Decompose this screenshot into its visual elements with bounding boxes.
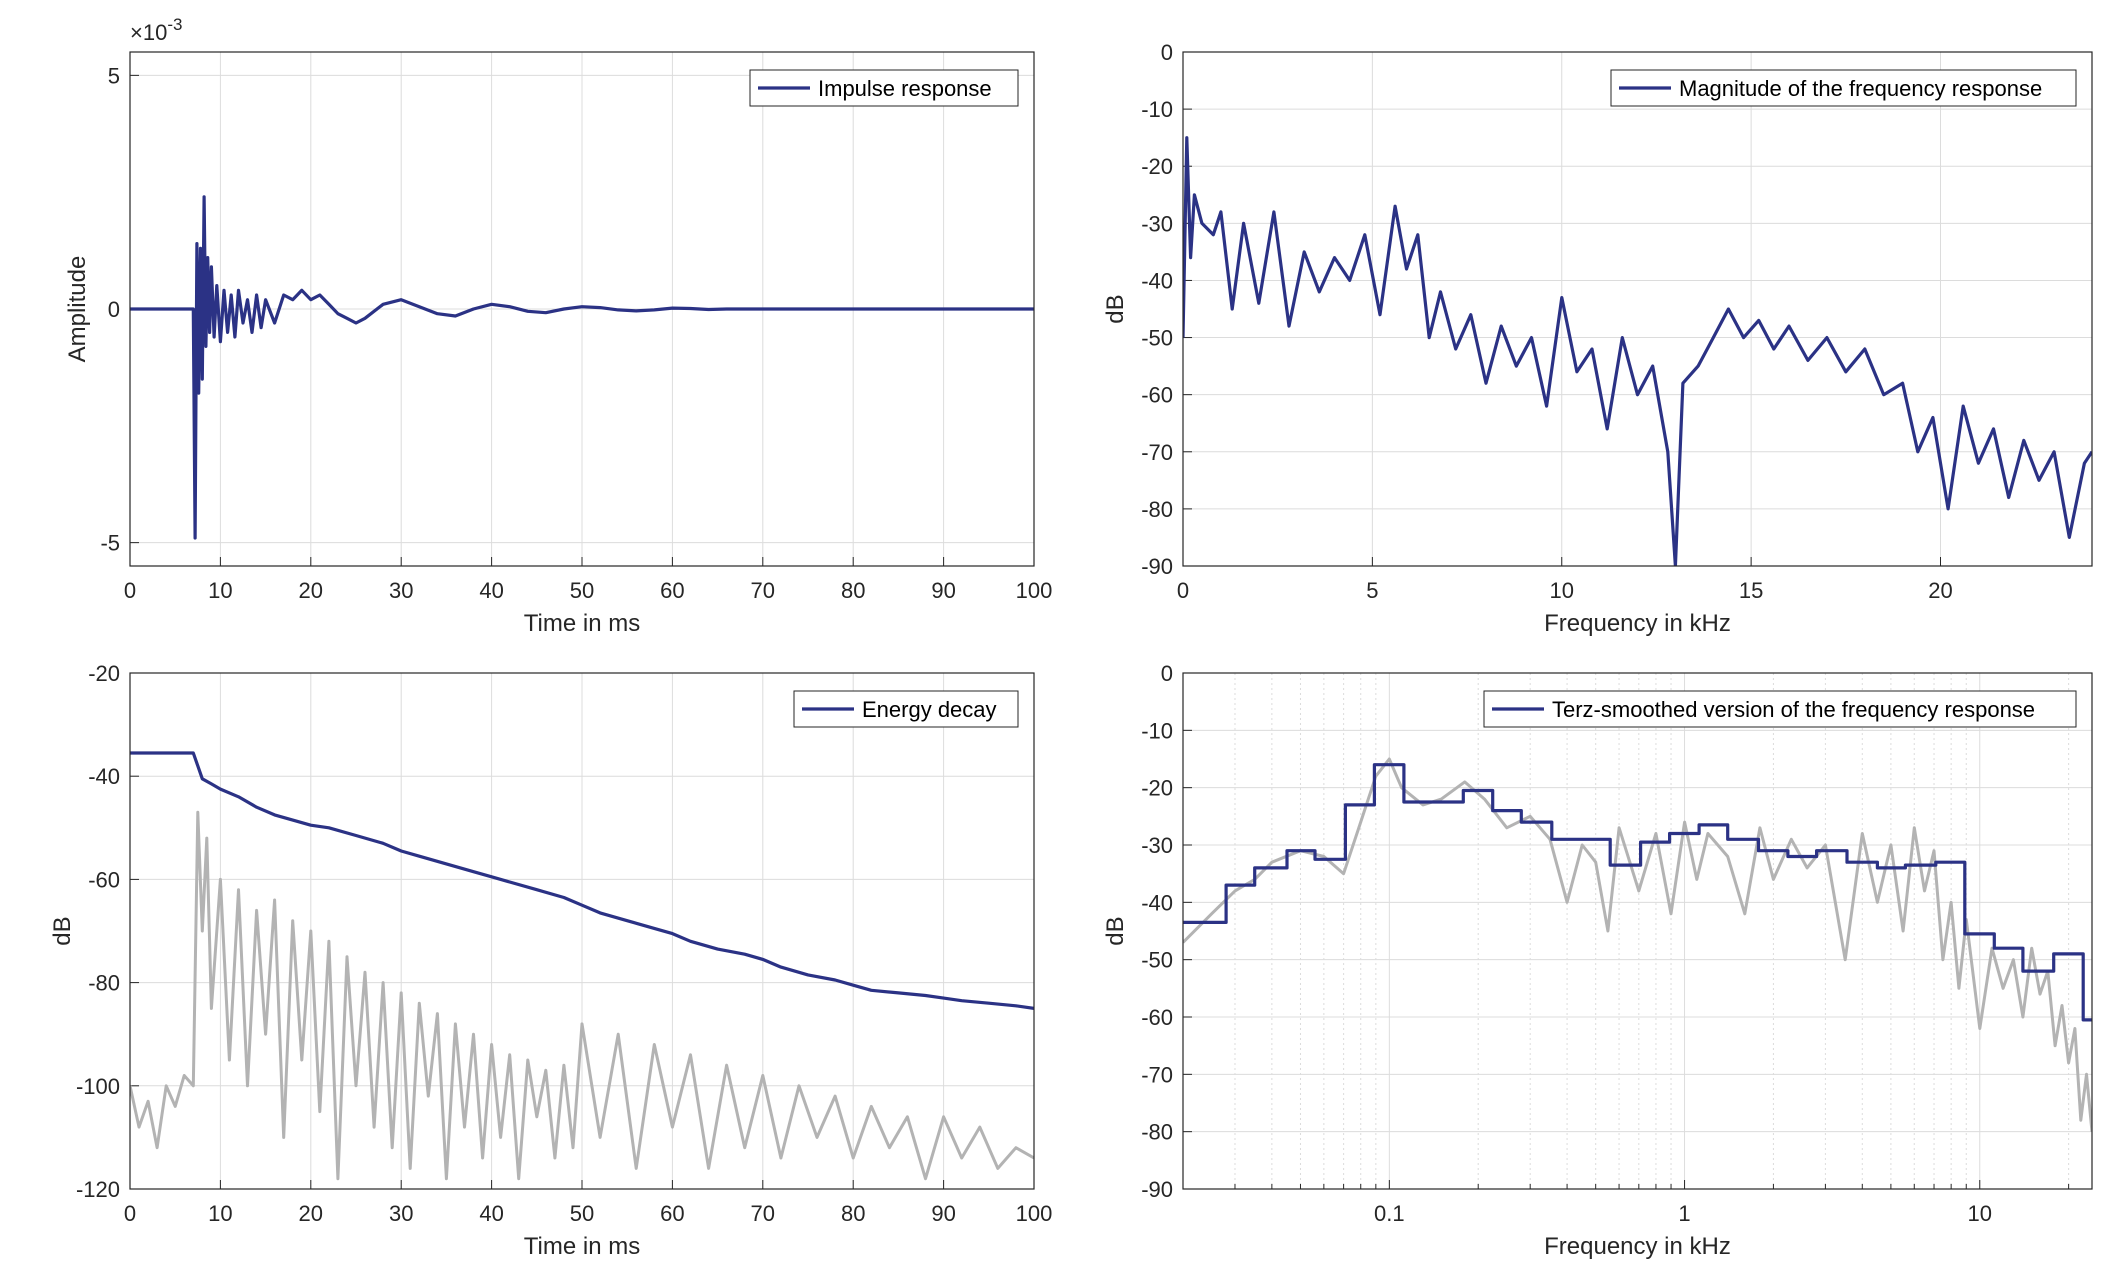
y-axis-label: dB — [49, 916, 76, 945]
y-tick-label: -10 — [1141, 718, 1173, 743]
y-tick-label: -80 — [1141, 1120, 1173, 1145]
x-tick-label: 30 — [389, 1201, 413, 1226]
x-tick-label: 10 — [208, 578, 232, 603]
terz-smoothed-panel: 0.1 1 10 0 -10 -20 -30 -40 -50 -60 -70 -80 -90 Freque… — [1102, 661, 2093, 1260]
energy-decay-panel: 0 10 20 30 40 50 60 70 80 90 100 -20 -40 -60 -80 -100 -1… — [49, 661, 1052, 1260]
y-tick-label: -70 — [1141, 440, 1173, 465]
background-curve-line — [130, 810, 1034, 1181]
y-tick-label: -40 — [88, 764, 120, 789]
y-tick-label: 0 — [1161, 40, 1173, 65]
series-line — [1183, 763, 2092, 1022]
y-tick-label: -20 — [1141, 776, 1173, 801]
exponent-power: -3 — [167, 15, 182, 34]
axes-box — [129, 672, 1035, 1190]
y-tick-label: -40 — [1141, 890, 1173, 915]
y-tick-label: -90 — [1141, 554, 1173, 579]
x-tick-label: 0.1 — [1374, 1201, 1405, 1226]
y-tick-label: 0 — [1161, 661, 1173, 686]
x-tick-label: 100 — [1016, 1201, 1053, 1226]
series-line — [130, 751, 1034, 1010]
y-tick-label: -60 — [1141, 1005, 1173, 1030]
x-tick-label: 20 — [1928, 578, 1952, 603]
x-tick-label: 20 — [299, 1201, 323, 1226]
x-tick-label: 10 — [208, 1201, 232, 1226]
frequency-magnitude-panel: 0 5 10 15 20 0 -10 -20 -30 -40 -50 -60 -70 -80 -90 Freq… — [1102, 40, 2093, 637]
x-tick-label: 90 — [931, 1201, 955, 1226]
series-line — [130, 195, 1034, 540]
series-line — [1183, 136, 2092, 566]
x-tick-label: 15 — [1739, 578, 1763, 603]
y-tick-label: -10 — [1141, 97, 1173, 122]
x-tick-label: 40 — [479, 578, 503, 603]
x-tick-label: 30 — [389, 578, 413, 603]
x-tick-label: 0 — [124, 1201, 136, 1226]
y-tick-label: -80 — [88, 971, 120, 996]
x-tick-label: 50 — [570, 1201, 594, 1226]
x-tick-label: 10 — [1550, 578, 1574, 603]
x-tick-label: 80 — [841, 578, 865, 603]
y-tick-label: -50 — [1141, 326, 1173, 351]
x-tick-label: 0 — [1177, 578, 1189, 603]
legend-label: Energy decay — [862, 697, 997, 722]
x-tick-label: 1 — [1678, 1201, 1690, 1226]
x-tick-label: 40 — [479, 1201, 503, 1226]
y-tick-label: -40 — [1141, 268, 1173, 293]
x-tick-label: 5 — [1366, 578, 1378, 603]
x-tick-label: 60 — [660, 578, 684, 603]
y-tick-label: -30 — [1141, 833, 1173, 858]
x-tick-label: 60 — [660, 1201, 684, 1226]
y-tick-label: -120 — [76, 1177, 120, 1202]
y-tick-label: -80 — [1141, 497, 1173, 522]
x-tick-label: 80 — [841, 1201, 865, 1226]
y-tick-label: -70 — [1141, 1062, 1173, 1087]
background-curve-line — [1183, 757, 2092, 1132]
axes-box — [1182, 672, 2093, 1190]
legend-label: Terz-smoothed version of the frequency r… — [1552, 697, 2035, 722]
y-axis-label: Amplitude — [64, 256, 91, 363]
x-tick-label: 20 — [299, 578, 323, 603]
x-tick-label: 50 — [570, 578, 594, 603]
y-tick-label: -90 — [1141, 1177, 1173, 1202]
y-tick-label: 0 — [108, 297, 120, 322]
exponent-base: ×10 — [130, 20, 167, 45]
x-tick-label: 100 — [1016, 578, 1053, 603]
x-axis-label: Time in ms — [524, 610, 640, 637]
legend-box — [1483, 690, 2077, 728]
y-tick-label: -20 — [88, 661, 120, 686]
y-tick-label: -50 — [1141, 948, 1173, 973]
y-tick-label: -100 — [76, 1074, 120, 1099]
legend-label: Magnitude of the frequency response — [1679, 76, 2042, 101]
axes-box — [129, 51, 1035, 567]
x-tick-label: 0 — [124, 578, 136, 603]
y-tick-label: -30 — [1141, 211, 1173, 236]
y-tick-label: -20 — [1141, 154, 1173, 179]
axes-box — [1182, 51, 2093, 567]
y-axis-label: dB — [1102, 916, 1129, 945]
x-axis-label: Time in ms — [524, 1233, 640, 1260]
legend-label: Impulse response — [818, 76, 992, 101]
y-tick-label: -60 — [1141, 383, 1173, 408]
legend-box — [1610, 69, 2077, 107]
x-tick-label: 70 — [751, 1201, 775, 1226]
y-tick-label: 5 — [108, 63, 120, 88]
x-axis-label: Frequency in kHz — [1544, 610, 1731, 637]
x-tick-label: 70 — [751, 578, 775, 603]
x-axis-label: Frequency in kHz — [1544, 1233, 1731, 1260]
x-tick-label: 10 — [1968, 1201, 1992, 1226]
y-axis-label: dB — [1102, 294, 1129, 323]
x-tick-label: 90 — [931, 578, 955, 603]
y-tick-label: -60 — [88, 867, 120, 892]
y-tick-label: -5 — [100, 531, 120, 556]
exponent-label: ×10-3 — [130, 15, 182, 45]
